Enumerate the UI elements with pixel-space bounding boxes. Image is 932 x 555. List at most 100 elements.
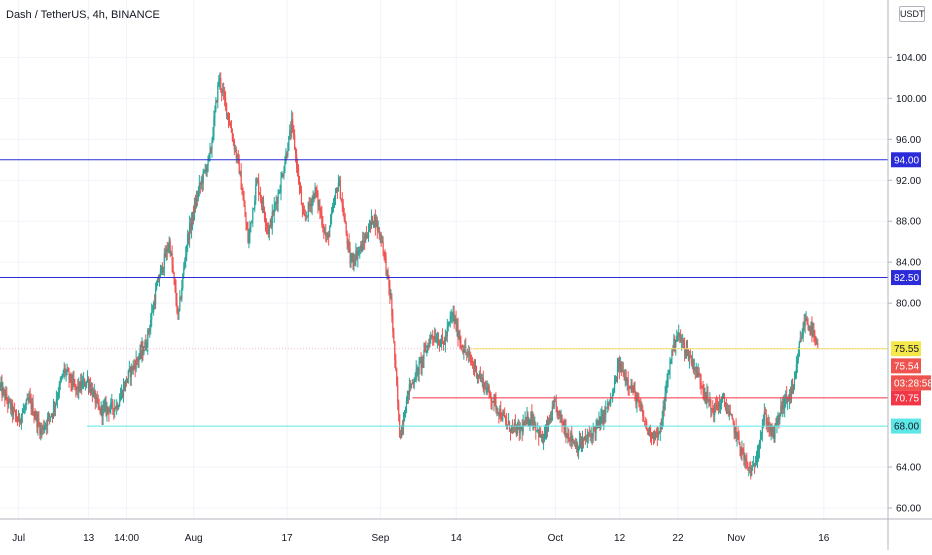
candle-body[interactable] [288,136,290,151]
candle-body[interactable] [374,215,376,228]
candle-body[interactable] [186,245,188,255]
candle-body[interactable] [41,428,43,430]
candle-body[interactable] [49,416,52,418]
candle-body[interactable] [216,100,218,102]
candle-body[interactable] [1,382,3,395]
candle-body[interactable] [558,410,560,412]
candle-body[interactable] [561,414,563,424]
candle-body[interactable] [249,227,251,236]
candle-body[interactable] [800,337,802,339]
candle-body[interactable] [90,387,93,392]
candle-body[interactable] [61,373,63,379]
candle-body[interactable] [134,365,136,370]
candle-body[interactable] [782,398,784,410]
candle-body[interactable] [540,430,542,438]
candle-body[interactable] [625,376,627,383]
candle-body[interactable] [295,153,298,168]
candle-body[interactable] [215,100,217,111]
candle-body[interactable] [72,378,74,386]
candle-body[interactable] [677,335,679,337]
candle-body[interactable] [499,408,501,416]
candle-body[interactable] [578,439,581,449]
candle-body[interactable] [343,215,345,220]
candle-body[interactable] [322,224,324,228]
candle-body[interactable] [309,204,311,207]
candle-body[interactable] [206,165,208,173]
candle-body[interactable] [612,392,615,394]
candle-body[interactable] [469,353,471,356]
candle-body[interactable] [564,427,566,430]
candle-body[interactable] [94,391,96,404]
candle-body[interactable] [330,212,333,217]
candle-body[interactable] [758,442,761,451]
candle-body[interactable] [366,237,369,238]
candle-body[interactable] [318,204,320,206]
candle-body[interactable] [310,204,312,207]
candle-body[interactable] [482,377,484,390]
candle-body[interactable] [169,240,171,255]
candle-body[interactable] [629,388,631,389]
candle-body[interactable] [574,442,576,444]
candle-body[interactable] [576,443,578,449]
candle-body[interactable] [608,401,610,404]
candle-body[interactable] [606,407,608,409]
candle-body[interactable] [287,150,289,156]
candle-body[interactable] [562,423,564,425]
candle-body[interactable] [227,112,230,121]
candle-body[interactable] [506,421,508,426]
candle-body[interactable] [471,360,473,364]
candle-body[interactable] [563,424,565,430]
candle-body[interactable] [98,405,100,408]
candle-body[interactable] [403,417,406,421]
candle-body[interactable] [60,378,62,382]
candle-body[interactable] [763,412,765,422]
candle-body[interactable] [142,346,144,355]
candle-body[interactable] [133,364,135,366]
candle-body[interactable] [392,316,394,333]
candle-body[interactable] [613,381,616,393]
candle-body[interactable] [87,378,90,388]
candle-body[interactable] [408,384,410,396]
candle-body[interactable] [490,395,492,402]
candle-body[interactable] [491,401,493,403]
candle-body[interactable] [172,264,174,273]
candle-body[interactable] [573,440,575,444]
candle-body[interactable] [104,403,106,406]
candle-body[interactable] [548,418,551,422]
candle-body[interactable] [96,397,98,400]
candle-body[interactable] [734,427,736,434]
candle-body[interactable] [197,189,199,198]
candle-body[interactable] [500,408,502,419]
candle-body[interactable] [687,349,690,360]
candle-body[interactable] [524,418,526,426]
candle-body[interactable] [182,275,184,288]
candle-body[interactable] [812,330,814,337]
candle-body[interactable] [6,393,8,401]
candle-body[interactable] [121,390,124,397]
candle-body[interactable] [264,217,267,224]
candle-body[interactable] [221,88,223,93]
candle-body[interactable] [813,330,815,334]
candle-body[interactable] [717,407,719,410]
candle-body[interactable] [502,412,504,420]
candle-body[interactable] [139,349,141,357]
candle-body[interactable] [42,425,44,430]
candle-body[interactable] [109,408,111,413]
candle-body[interactable] [549,418,551,422]
candle-body[interactable] [152,311,154,313]
candle-body[interactable] [191,211,194,222]
candle-body[interactable] [329,227,331,238]
candle-body[interactable] [504,415,506,418]
candle-body[interactable] [170,252,172,255]
candle-body[interactable] [242,194,244,200]
candle-body[interactable] [23,408,25,410]
candle-body[interactable] [328,234,330,238]
candle-body[interactable] [307,203,309,217]
candle-body[interactable] [799,337,801,342]
candle-body[interactable] [612,392,614,398]
candle-body[interactable] [436,339,439,342]
candle-body[interactable] [99,407,101,414]
candle-body[interactable] [364,241,366,243]
candle-body[interactable] [299,185,302,192]
